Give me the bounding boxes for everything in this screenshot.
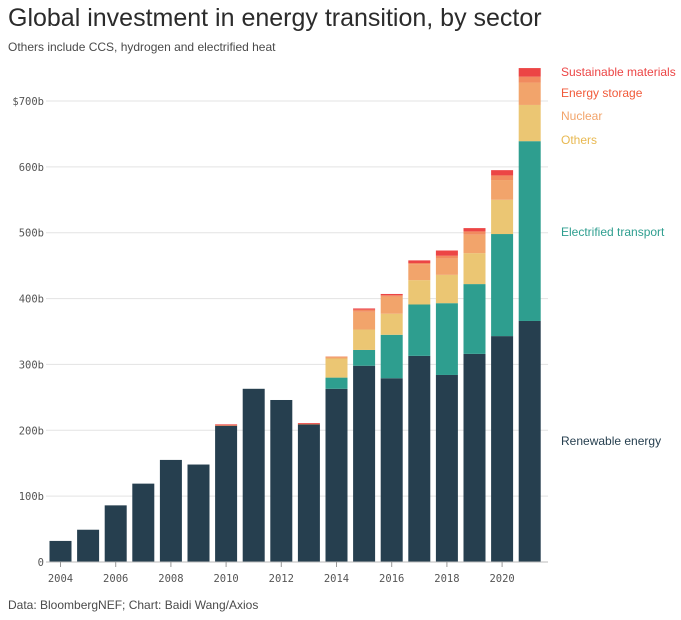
legend-label-energy-storage: Energy storage [561,86,643,100]
bar-segment-renewable-energy-2010 [215,425,238,562]
y-tick-label: 500b [19,228,44,240]
bar-segment-renewable-energy-2005 [77,529,100,562]
source-note: Data: BloombergNEF; Chart: Baidi Wang/Ax… [8,598,259,612]
x-tick-label: 2012 [269,573,294,585]
bar-segment-nuclear-2015 [353,311,376,330]
y-tick-label: $700b [12,96,44,108]
bar-segment-electrified-transport-2019 [463,284,486,354]
bar-segment-energy-storage-2018 [435,255,458,259]
y-tick-label: 300b [19,359,44,371]
legend-label-nuclear: Nuclear [561,109,602,123]
bar-segment-electrified-transport-2021 [518,141,541,321]
bar-segment-nuclear-2019 [463,234,486,254]
bar-segment-electrified-transport-2014 [325,377,348,389]
bar-segment-others-2015 [353,329,376,350]
bar-segment-energy-storage-2017 [408,263,431,265]
x-tick-label: 2014 [324,573,349,585]
bar-segment-renewable-energy-2020 [491,336,514,562]
x-tick-label: 2004 [48,573,73,585]
bar-segment-others-2017 [408,280,431,305]
bar-segment-nuclear-2014 [325,357,348,359]
bars [46,68,548,563]
bar-segment-renewable-energy-2017 [408,355,431,562]
bar-segment-sustainable-materials-2021 [518,68,541,77]
bar-segment-renewable-energy-2012 [270,399,293,562]
y-tick-label: 600b [19,162,44,174]
y-axis: 0 100b 200b 300b 400b 500b 600b $700b [12,96,44,569]
legend-label-renewable-energy: Renewable energy [561,434,661,448]
bar-segment-sustainable-materials-2018 [435,250,458,256]
bar-segment-others-2019 [463,253,486,285]
bar-segment-nuclear-2020 [491,180,514,200]
x-tick-label: 2016 [379,573,404,585]
y-tick-label: 100b [19,491,44,503]
bar-segment-renewable-energy-2006 [104,505,127,562]
x-tick-label: 2008 [158,573,183,585]
bar-segment-energy-storage-2015 [353,309,376,312]
bar-segment-renewable-energy-2007 [132,483,155,562]
y-tick-label: 0 [38,557,44,569]
legend-label-electrified-transport: Electrified transport [561,225,665,239]
bar-segment-energy-storage-2016 [380,295,403,297]
bar-segment-renewable-energy-2004 [49,540,72,562]
x-tick-label: 2018 [434,573,459,585]
legend-label-others: Others [561,133,597,147]
bar-segment-sustainable-materials-2017 [408,260,431,264]
bar-segment-nuclear-2017 [408,264,431,281]
bar-segment-renewable-energy-2008 [159,459,182,562]
bar-segment-nuclear-2018 [435,258,458,275]
bar-segment-sustainable-materials-2019 [463,228,486,232]
bar-segment-energy-storage-2014 [325,356,348,358]
x-tick-label: 2010 [213,573,238,585]
bar-segment-renewable-energy-2013 [297,424,320,562]
bar-segment-electrified-transport-2015 [353,349,376,366]
bar-segment-renewable-energy-2014 [325,388,348,562]
bar-segment-others-2018 [435,274,458,304]
bar-segment-others-2021 [518,104,541,142]
bar-segment-electrified-transport-2017 [408,304,431,356]
legend: Sustainable materials Energy storage Nucle… [561,65,676,448]
chart-title: Global investment in energy transition, … [8,4,542,32]
bar-segment-sustainable-materials-2016 [380,293,403,296]
bar-segment-sustainable-materials-2010 [215,424,238,426]
bar-segment-renewable-energy-2009 [187,464,210,562]
bar-segment-others-2020 [491,199,514,235]
bar-segment-energy-storage-2010 [215,425,238,426]
bar-segment-others-2014 [325,358,348,378]
bar-segment-renewable-energy-2018 [435,374,458,562]
bar-segment-electrified-transport-2020 [491,234,514,337]
bar-segment-energy-storage-2021 [518,76,541,83]
bar-segment-energy-storage-2019 [463,231,486,235]
bar-segment-electrified-transport-2018 [435,303,458,375]
bar-segment-renewable-energy-2021 [518,320,541,562]
bar-segment-sustainable-materials-2020 [491,170,514,176]
bar-segment-energy-storage-2020 [491,175,514,181]
bar-segment-renewable-energy-2019 [463,353,486,562]
bar-segment-sustainable-materials-2015 [353,308,376,310]
bar-segment-renewable-energy-2015 [353,365,376,562]
bar-segment-nuclear-2016 [380,296,403,314]
x-tick-label: 2006 [103,573,128,585]
bar-segment-renewable-energy-2016 [380,378,403,562]
bar-segment-electrified-transport-2016 [380,334,403,379]
x-axis: 2004 2006 2008 2010 2012 2014 2016 2018 2020 [48,562,515,585]
y-tick-label: 400b [19,294,44,306]
bar-segment-energy-storage-2013 [297,423,320,425]
bar-segment-renewable-energy-2011 [242,388,265,562]
bar-segment-others-2016 [380,313,403,335]
x-tick-label: 2020 [489,573,514,585]
bar-segment-sustainable-materials-2013 [297,423,320,424]
bar-segment-nuclear-2021 [518,82,541,105]
legend-label-sustainable-materials: Sustainable materials [561,65,676,79]
y-tick-label: 200b [19,425,44,437]
chart-subtitle: Others include CCS, hydrogen and electri… [8,40,276,54]
